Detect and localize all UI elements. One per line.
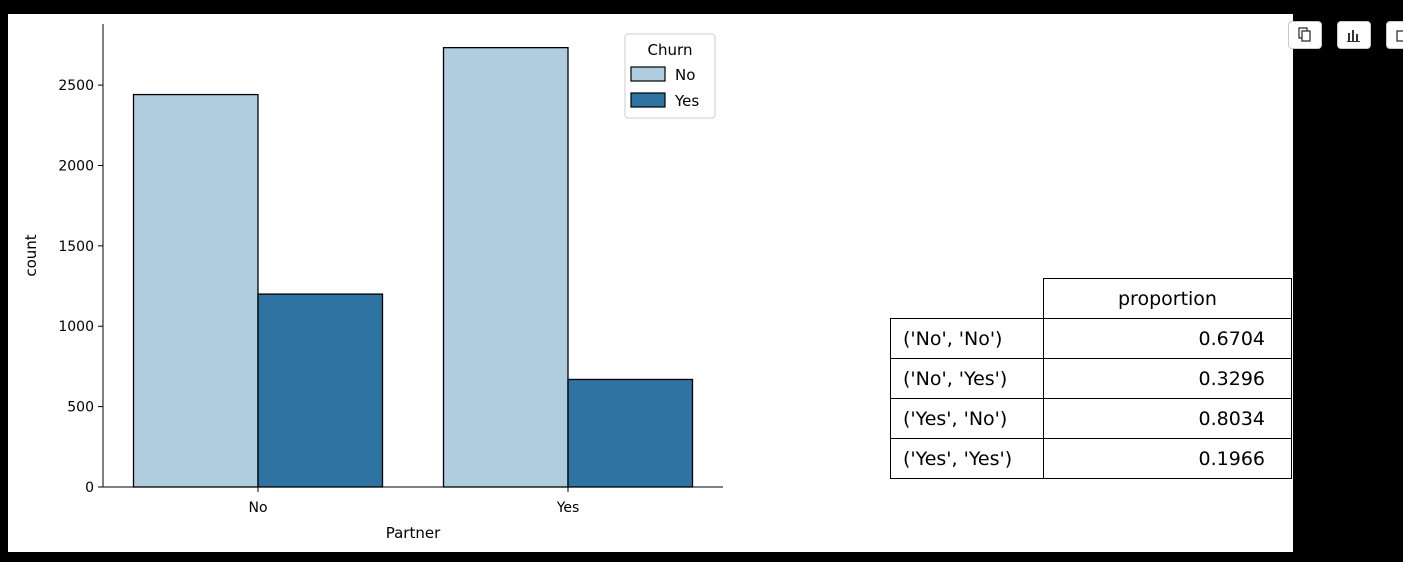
x-tick-label: No	[248, 500, 267, 516]
table-row: ('No', 'Yes') 0.3296	[890, 358, 1292, 399]
bar-no-no	[132, 93, 259, 488]
row-value: 0.1966	[1043, 438, 1292, 479]
export-button[interactable]	[1386, 21, 1403, 49]
x-tick-label: Yes	[556, 500, 580, 516]
table-row: ('Yes', 'Yes') 0.1966	[890, 438, 1292, 479]
x-axis-label: Partner	[386, 524, 441, 542]
copy-button[interactable]	[1288, 21, 1322, 49]
bar-yes-yes	[567, 378, 694, 488]
y-tick-label: 500	[67, 400, 94, 416]
legend-label-no: No	[675, 66, 695, 84]
y-tick-label: 2500	[58, 78, 94, 94]
table-header: proportion	[1043, 278, 1292, 319]
export-icon	[1396, 30, 1403, 42]
y-axis-label: count	[22, 234, 40, 276]
copy-icon	[1298, 27, 1311, 42]
y-tick-label: 2000	[58, 158, 94, 174]
row-value: 0.3296	[1043, 358, 1292, 399]
output-figure: 0 500 1000 1500 2000 2500 No Yes Partner count Chu…	[8, 14, 1293, 552]
table-row: ('No', 'No') 0.6704	[890, 318, 1292, 359]
legend-label-yes: Yes	[674, 92, 699, 110]
legend-swatch-yes	[630, 92, 666, 108]
y-tick-label: 1500	[58, 239, 94, 255]
proportion-table: proportion ('No', 'No') 0.6704 ('No', 'Y…	[890, 278, 1292, 479]
table-header-row: proportion	[891, 278, 1292, 319]
row-value: 0.8034	[1043, 398, 1292, 439]
row-key: ('No', 'Yes')	[890, 358, 1044, 399]
row-key: ('Yes', 'No')	[890, 398, 1044, 439]
y-tick-label: 0	[85, 480, 94, 496]
row-value: 0.6704	[1043, 318, 1292, 359]
y-tick-label: 1000	[58, 319, 94, 335]
legend-swatch-no	[630, 66, 666, 82]
legend-title: Churn	[648, 41, 693, 59]
table-row: ('Yes', 'No') 0.8034	[890, 398, 1292, 439]
bar-chart: 0 500 1000 1500 2000 2500 No Yes Partner count Chu…	[22, 24, 723, 542]
bar-no-yes	[257, 293, 384, 488]
bar-chart-icon	[1347, 30, 1360, 42]
table-corner	[891, 279, 1044, 319]
chart-view-button[interactable]	[1337, 21, 1371, 49]
row-key: ('Yes', 'Yes')	[890, 438, 1044, 479]
bar-yes-no	[442, 46, 569, 488]
row-key: ('No', 'No')	[890, 318, 1044, 359]
